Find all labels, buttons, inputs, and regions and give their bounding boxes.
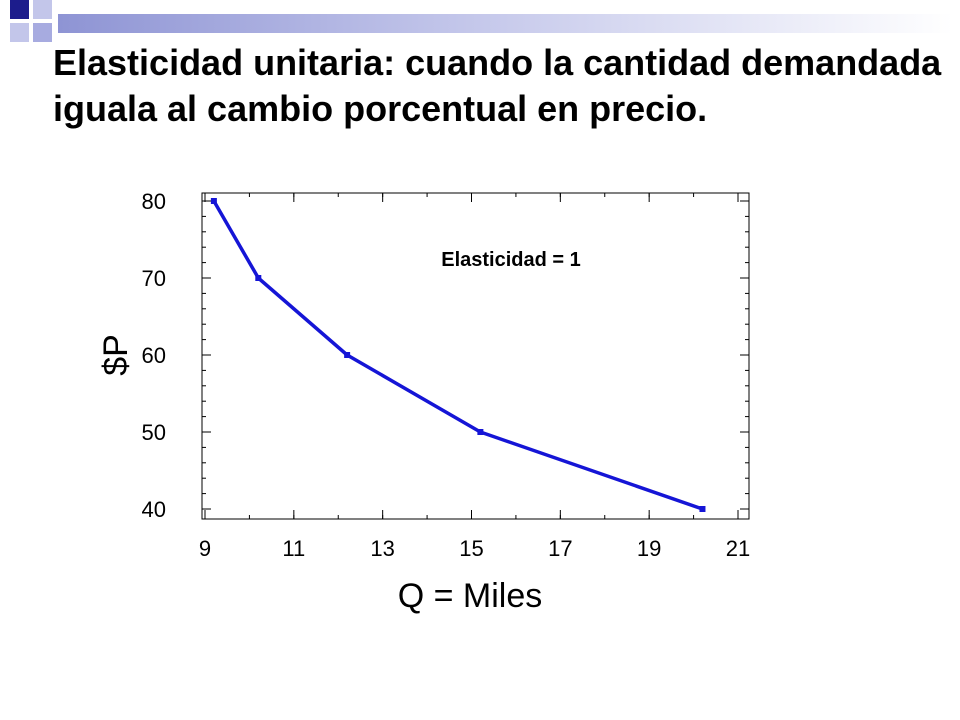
data-point — [344, 352, 351, 358]
y-axis-label: $P — [97, 334, 135, 376]
data-point — [210, 198, 217, 204]
x-tick-label: 19 — [637, 536, 661, 561]
y-tick-label: 70 — [142, 266, 166, 291]
data-point — [255, 275, 262, 281]
series-line-demand — [212, 200, 704, 511]
corner-square-light-left — [10, 23, 29, 42]
minor-ticks — [202, 193, 749, 519]
data-point — [699, 506, 706, 512]
plot-frame — [201, 192, 750, 520]
x-tick-label: 15 — [459, 536, 483, 561]
x-tick-label: 17 — [548, 536, 572, 561]
x-tick-label: 13 — [370, 536, 394, 561]
data-point — [477, 429, 484, 435]
title-gradient-bar — [58, 14, 953, 33]
x-tick-label: 11 — [282, 536, 305, 561]
data-points — [210, 198, 706, 512]
major-ticks — [202, 193, 749, 519]
x-tick-label: 9 — [199, 536, 211, 561]
y-tick-label: 40 — [142, 497, 166, 522]
corner-square-light-top — [33, 0, 52, 19]
y-tick-labels: 40 50 60 70 80 — [142, 189, 166, 522]
corner-decoration — [10, 0, 52, 42]
x-tick-labels: 9 11 13 15 17 19 21 — [199, 536, 750, 561]
x-tick-label: 21 — [726, 536, 750, 561]
corner-square-mid — [33, 23, 52, 42]
annotation-elasticity: Elasticidad = 1 — [441, 249, 581, 271]
y-tick-label: 60 — [142, 343, 166, 368]
y-tick-label: 80 — [142, 189, 166, 214]
x-axis-label: Q = Miles — [398, 577, 543, 615]
slide-title: Elasticidad unitaria: cuando la cantidad… — [53, 42, 942, 129]
y-tick-label: 50 — [142, 420, 166, 445]
corner-square-dark — [10, 0, 29, 19]
